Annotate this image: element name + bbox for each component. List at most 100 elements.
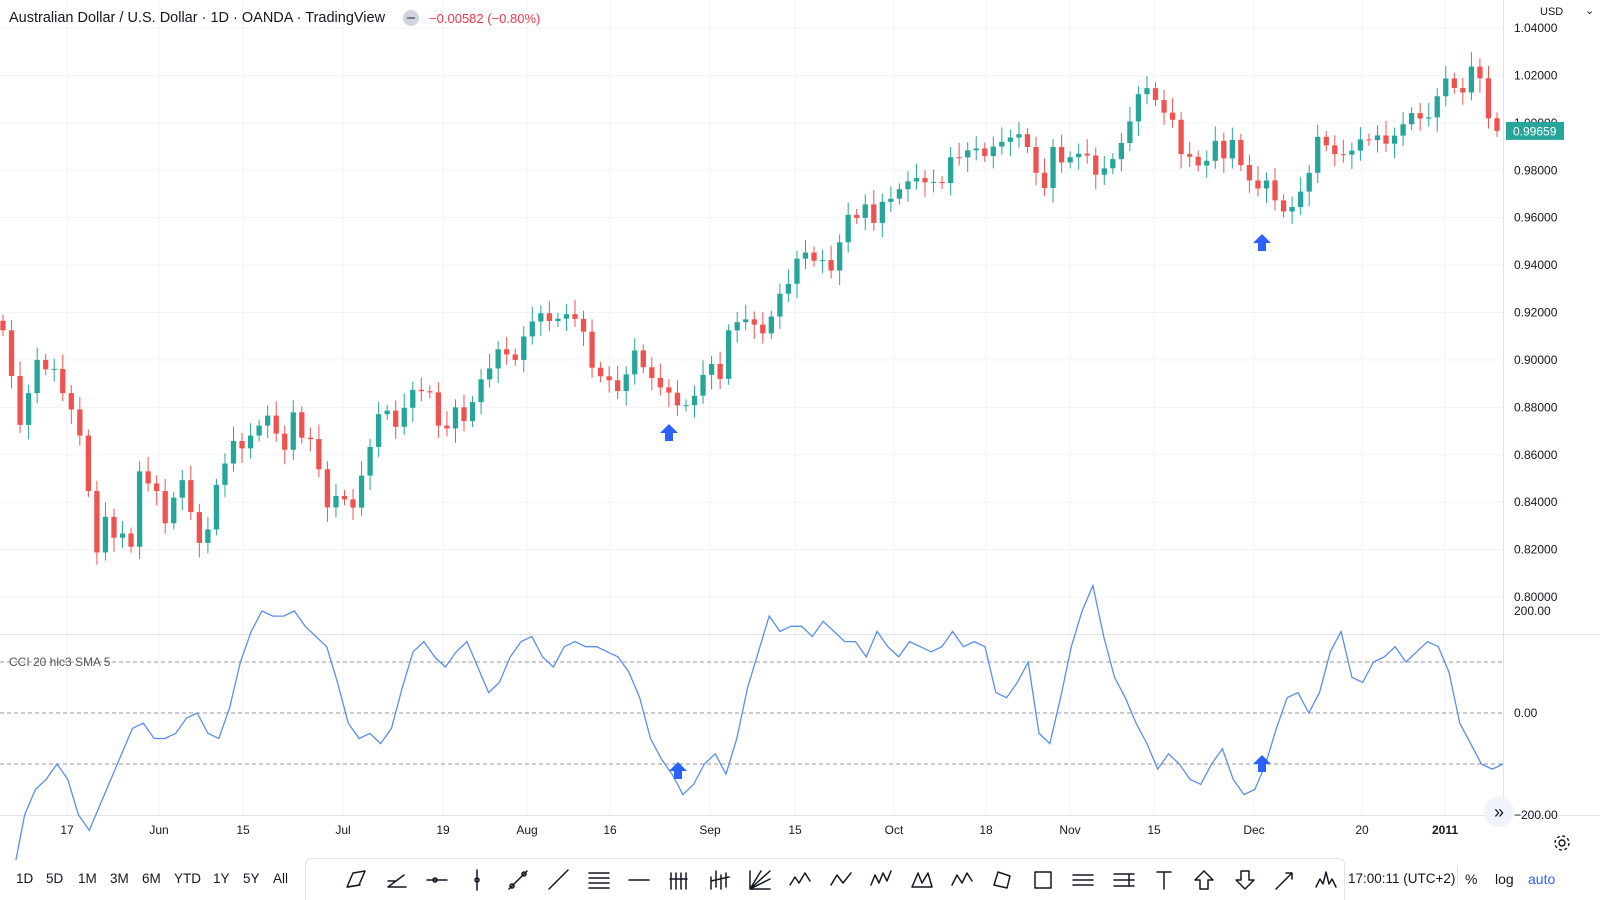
candle-body: [102, 516, 109, 553]
text-icon[interactable]: [1144, 865, 1184, 895]
arrow-down-icon[interactable]: [1225, 865, 1265, 895]
cci-indicator-label[interactable]: CCI 20 hlc3 SMA 5: [9, 655, 111, 669]
date-range-icon[interactable]: [1063, 865, 1103, 895]
candle-body: [1255, 180, 1261, 189]
arrow-marker-icon[interactable]: [1265, 865, 1305, 895]
timeframe-6m[interactable]: 6M: [142, 871, 161, 886]
candle-body: [1050, 147, 1056, 189]
candle: [247, 423, 254, 459]
candle-body: [1212, 140, 1218, 161]
timeframe-1y[interactable]: 1Y: [213, 871, 230, 886]
candle-body: [1366, 139, 1372, 141]
candle: [708, 355, 715, 390]
price-tick-label: 0.88000: [1514, 400, 1558, 414]
timeframe-1d[interactable]: 1D: [16, 871, 34, 886]
candle-body: [734, 322, 740, 331]
candle-body: [922, 178, 928, 183]
candle: [265, 405, 271, 438]
candle-body: [316, 439, 322, 470]
timeframe-1m[interactable]: 1M: [78, 871, 97, 886]
horizontal-ray-icon[interactable]: [417, 865, 457, 895]
candle: [657, 363, 664, 396]
vertical-line-icon[interactable]: [457, 865, 497, 895]
candle-body: [913, 178, 920, 182]
drawing-toolbar: [305, 858, 1345, 900]
schiff-pitchfork-icon[interactable]: [700, 865, 740, 895]
gear-icon[interactable]: [1552, 833, 1572, 853]
candle-body: [94, 491, 100, 553]
candle-body: [273, 415, 279, 434]
rectangle-icon[interactable]: [1023, 865, 1063, 895]
timeframe-all[interactable]: All: [273, 871, 289, 886]
pitchfork-icon[interactable]: [659, 865, 699, 895]
polygon-icon[interactable]: [982, 865, 1022, 895]
price-range-icon[interactable]: [1103, 865, 1143, 895]
candle: [1315, 124, 1321, 184]
candle: [290, 399, 296, 460]
three-drives-icon[interactable]: [861, 865, 901, 895]
candle: [273, 401, 279, 442]
percent-toggle[interactable]: %: [1465, 871, 1478, 887]
candle: [649, 357, 655, 391]
candle-body: [1169, 112, 1176, 120]
wxy-wave-icon[interactable]: [942, 865, 982, 895]
candle-body: [1332, 145, 1338, 155]
trend-angle-icon[interactable]: [376, 865, 416, 895]
xabcd-pattern-icon[interactable]: [901, 865, 941, 895]
candle: [1383, 120, 1389, 152]
candle: [1041, 158, 1048, 197]
candle-body: [956, 157, 962, 159]
candle: [965, 142, 971, 172]
auto-toggle[interactable]: auto: [1528, 871, 1556, 887]
gann-fan-icon[interactable]: [740, 865, 780, 895]
timeframe-3m[interactable]: 3M: [110, 871, 129, 886]
candle-body: [862, 204, 868, 218]
candle: [1323, 130, 1329, 152]
head-shoulders-icon[interactable]: [1305, 865, 1345, 895]
candle-body: [1485, 78, 1492, 119]
candle: [299, 406, 305, 444]
arrow-up-icon[interactable]: [1184, 865, 1224, 895]
parallel-channel-icon[interactable]: [336, 865, 376, 895]
candle: [102, 502, 109, 561]
candle: [751, 311, 757, 340]
timeframe-ytd[interactable]: YTD: [174, 871, 201, 886]
candle-body: [1007, 137, 1014, 142]
candle: [1494, 112, 1500, 137]
abcd-pattern-icon[interactable]: [821, 865, 861, 895]
currency-label[interactable]: USD: [1540, 6, 1564, 18]
elliott-wave-icon[interactable]: [780, 865, 820, 895]
candle-body: [1041, 172, 1048, 189]
timeframe-5d[interactable]: 5D: [46, 871, 64, 886]
chevron-down-icon[interactable]: ⌄: [1585, 5, 1595, 17]
candle: [1204, 150, 1210, 178]
candle: [674, 380, 681, 416]
price-tick-label: 0.96000: [1514, 211, 1558, 225]
candle-body: [1272, 180, 1278, 201]
symbol-title[interactable]: Australian Dollar / U.S. Dollar · 1D · O…: [9, 10, 386, 26]
chart-canvas[interactable]: 1.040001.020001.000000.980000.960000.940…: [0, 0, 1600, 860]
collapse-icon[interactable]: [403, 10, 420, 26]
timeframe-5y[interactable]: 5Y: [243, 871, 260, 886]
trend-line-icon[interactable]: [498, 865, 538, 895]
scroll-to-realtime-icon[interactable]: »: [1484, 797, 1514, 827]
candle-body: [939, 181, 945, 184]
candle: [435, 382, 442, 438]
candle-body: [444, 425, 450, 429]
candle: [1255, 165, 1261, 197]
candle: [1289, 196, 1295, 224]
candle: [1238, 133, 1244, 171]
cci-tick-label: 0.00: [1514, 706, 1538, 720]
candle-body: [452, 407, 459, 429]
candle: [410, 381, 416, 423]
fib-retracement-icon[interactable]: [578, 865, 618, 895]
horizontal-line-icon[interactable]: [619, 865, 659, 895]
clock[interactable]: 17:00:11 (UTC+2): [1348, 871, 1456, 886]
candle-body: [1297, 191, 1304, 207]
candle: [179, 469, 185, 510]
log-toggle[interactable]: log: [1495, 871, 1514, 887]
candle-body: [1067, 157, 1073, 163]
ray-icon[interactable]: [538, 865, 578, 895]
candle: [1127, 106, 1133, 152]
candle: [1246, 154, 1253, 193]
